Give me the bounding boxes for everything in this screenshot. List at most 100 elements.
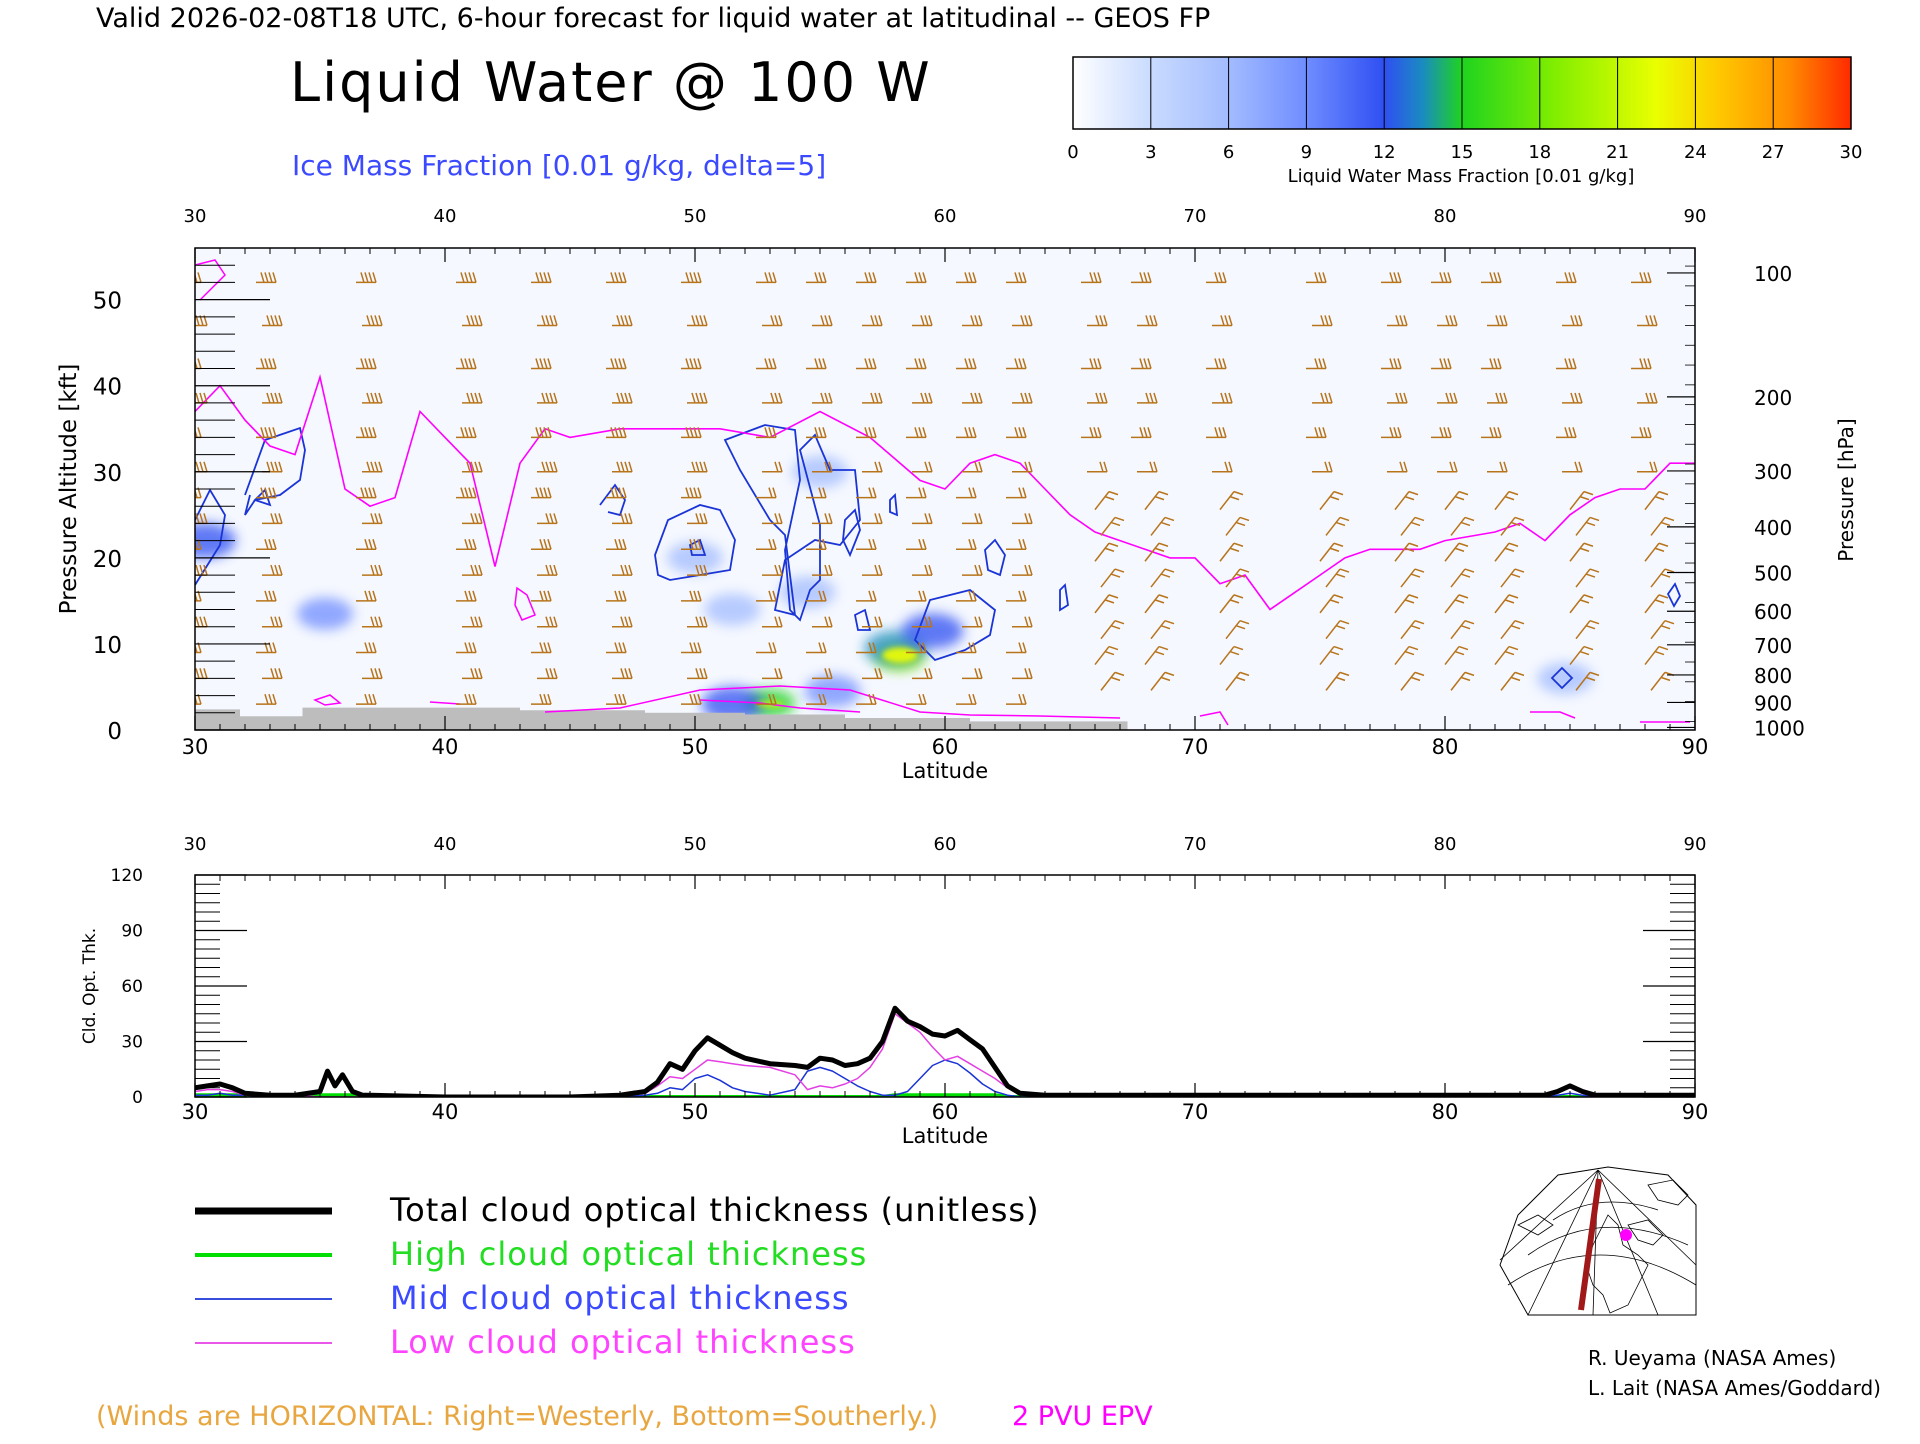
wind-barb (195, 539, 202, 550)
wind-barb (612, 564, 633, 576)
wind-barb (812, 392, 833, 404)
wind-barb (1431, 272, 1452, 284)
wind-barb (856, 590, 877, 602)
wind-barb (256, 693, 277, 705)
wind-barb (1144, 645, 1169, 665)
wind-barb (612, 668, 633, 680)
pressure-axis-label: Pressure [hPa] (1834, 418, 1858, 561)
pressure-tick-label: 500 (1754, 561, 1792, 585)
wind-barb (1381, 358, 1402, 370)
wind-barb (1556, 358, 1577, 370)
wind-barb (1212, 392, 1233, 404)
wind-barb (1006, 642, 1027, 654)
wind-barb (1437, 461, 1458, 473)
ot-y-tick-label: 90 (121, 922, 143, 942)
terrain-mask (195, 707, 1128, 730)
wind-barb (1562, 461, 1583, 473)
wind-barb (962, 315, 983, 327)
wind-barb (1387, 392, 1408, 404)
wind-barb (531, 539, 552, 550)
wind-barb (1012, 315, 1033, 327)
liquid-water-patch (667, 541, 723, 574)
wind-barb (1312, 392, 1333, 404)
pressure-tick-label: 300 (1754, 460, 1792, 484)
wind-barb (537, 461, 558, 473)
wind-barb (1081, 358, 1102, 370)
wind-barb (256, 272, 277, 284)
y-tick-label: 0 (107, 719, 122, 745)
pvu-island (1199, 711, 1229, 726)
wind-barb (195, 642, 202, 654)
wind-barb (956, 272, 977, 284)
wind-barb (1500, 516, 1525, 536)
wind-barb (856, 539, 877, 550)
wind-barb (1131, 272, 1152, 284)
wind-barb (912, 392, 933, 404)
wind-barb (456, 427, 477, 439)
wind-barb (812, 616, 833, 628)
wind-barb (1644, 645, 1669, 665)
pressure-tick-label: 100 (1754, 262, 1792, 286)
x-tick-label-top: 80 (1434, 206, 1457, 227)
wind-barb (862, 668, 883, 680)
pressure-tick-label: 200 (1754, 386, 1792, 410)
pressure-tick-label: 900 (1754, 691, 1792, 715)
wind-barb (462, 315, 483, 327)
x-tick-label: 30 (182, 735, 209, 759)
wind-barb (606, 427, 627, 439)
wind-barb (1219, 542, 1244, 562)
wind-barb (806, 642, 827, 654)
wind-barb (681, 590, 702, 602)
wind-barb (1556, 272, 1577, 284)
wind-barb (906, 693, 927, 705)
wind-barb (1575, 516, 1600, 536)
wind-barb (906, 358, 927, 370)
wind-barb (1081, 427, 1102, 439)
wind-barb (956, 693, 977, 705)
wind-barb (681, 358, 702, 370)
wind-barb (356, 590, 377, 602)
wind-barb (606, 539, 627, 550)
x-tick-label: 40 (432, 735, 459, 759)
wind-barb (856, 642, 877, 654)
wind-barb (1319, 594, 1344, 614)
location-dot (1620, 1229, 1632, 1241)
wind-barb (612, 513, 633, 525)
ot-x-tick-label-top: 90 (1684, 834, 1707, 855)
colorbar-tick-label: 9 (1301, 142, 1312, 163)
wind-barb (756, 487, 777, 499)
wind-barb (262, 315, 283, 327)
wind-barb (1150, 516, 1175, 536)
cross-section-axes: 30 30 40 40 50 50 60 60 70 70 80 80 90 90 Latitude 0 10 2… (56, 206, 1858, 783)
colorbar-tick-label: 15 (1451, 142, 1474, 163)
wind-barb (856, 272, 877, 284)
wind-barb (537, 668, 558, 680)
wind-barb (1081, 272, 1102, 284)
pvu-island (699, 699, 861, 713)
wind-barb (1575, 620, 1600, 640)
wind-barb (1500, 568, 1525, 588)
wind-barb (456, 642, 477, 654)
wind-barb (1131, 427, 1152, 439)
wind-barb (1569, 645, 1594, 665)
wind-barb (962, 513, 983, 525)
wind-barb (356, 358, 377, 370)
wind-barb (1206, 272, 1227, 284)
colorbar-tick-label: 24 (1684, 142, 1707, 163)
x-tick-label-top: 40 (434, 206, 457, 227)
wind-barb (862, 461, 883, 473)
wind-barb (1144, 542, 1169, 562)
ot-x-tick-label: 60 (932, 1100, 959, 1124)
legend-label: High cloud optical thickness (390, 1235, 867, 1273)
y-tick-label: 20 (93, 547, 122, 573)
wind-barb (531, 427, 552, 439)
colorbar-label: Liquid Water Mass Fraction [0.01 g/kg] (1288, 166, 1635, 187)
pvu-island (195, 259, 226, 301)
wind-barb (1562, 315, 1583, 327)
polar-map-icon (1499, 1166, 1697, 1316)
wind-barb (1444, 490, 1469, 511)
wind-barb (906, 487, 927, 499)
wind-barb (1137, 315, 1158, 327)
wind-barb (762, 461, 783, 473)
